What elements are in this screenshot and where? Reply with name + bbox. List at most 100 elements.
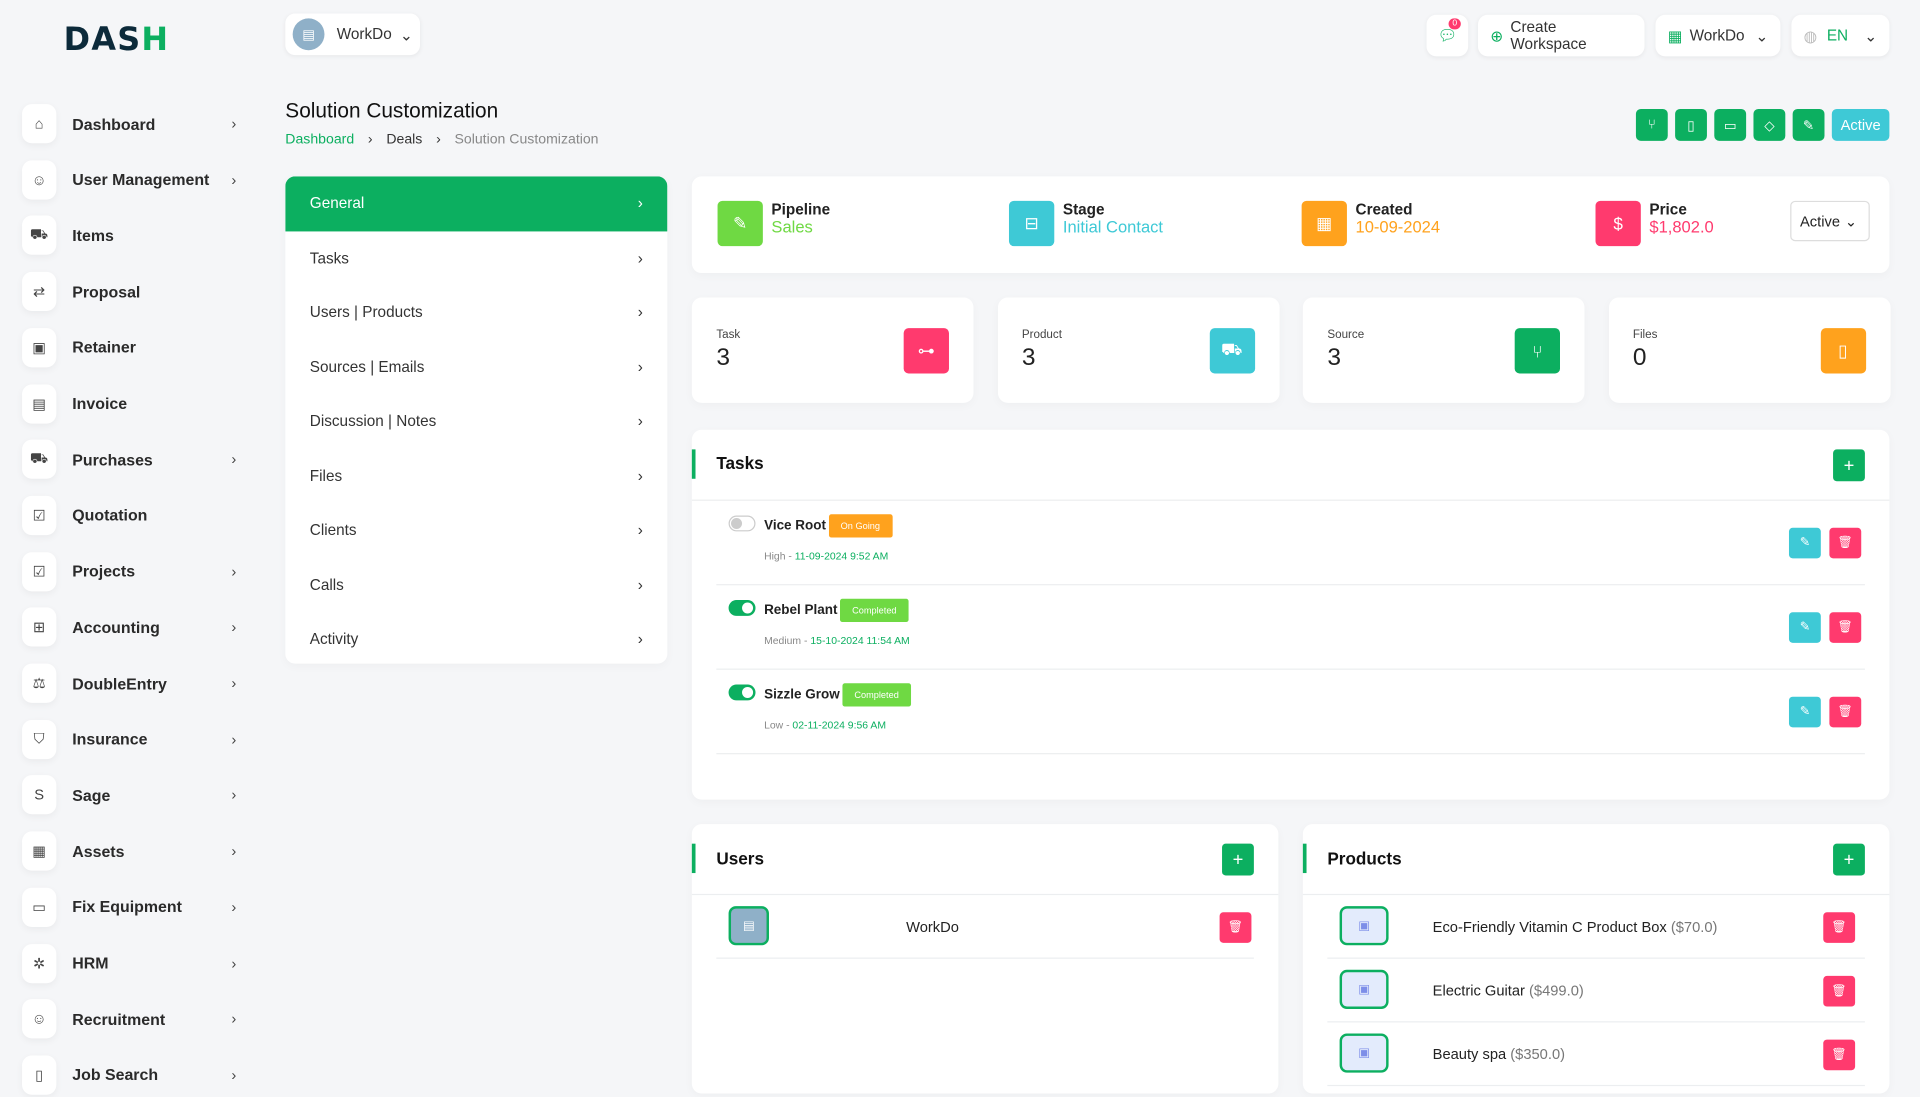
task-row: Vice Root On Going High - 11-09-2024 9:52…	[716, 501, 1865, 586]
video-icon[interactable]: ▭	[1714, 108, 1747, 141]
user-menu[interactable]: ▦ WorkDo ⌄	[1655, 14, 1781, 57]
edit-icon[interactable]: ✎	[1792, 108, 1825, 141]
users-title: Users	[716, 848, 764, 869]
sidebar-item-job-search[interactable]: ▯ Job Search ›	[22, 1053, 236, 1097]
add-user-button[interactable]: +	[1222, 843, 1254, 876]
chevron-right-icon: ›	[637, 521, 643, 540]
products-title: Products	[1327, 848, 1402, 869]
notification-badge: 0	[1448, 18, 1461, 30]
menu-item-label: Activity	[309, 630, 359, 649]
stat-value: 3	[1021, 344, 1036, 372]
sources-icon[interactable]: ⑂	[1635, 108, 1668, 141]
sidebar-item-invoice[interactable]: ▤ Invoice	[22, 381, 236, 425]
language-label: EN	[1826, 26, 1849, 45]
tag-icon[interactable]: ◇	[1753, 108, 1786, 141]
sidebar-item-proposal[interactable]: ⇄ Proposal	[22, 270, 236, 314]
task-complete-toggle[interactable]	[728, 600, 756, 616]
edit-task-button[interactable]: ✎	[1788, 527, 1821, 559]
invoice-icon: ▤	[22, 383, 57, 424]
price-info: $ Price $1,802.0	[1595, 200, 1714, 247]
sidebar-item-insurance[interactable]: ⛉ Insurance ›	[22, 717, 236, 761]
sidebar-item-label: Retainer	[72, 338, 136, 357]
delete-task-button[interactable]: 🗑︎	[1829, 527, 1862, 559]
logo: DASH	[63, 22, 170, 59]
pencil-icon: ✎	[717, 200, 763, 247]
menu-item-tasks[interactable]: Tasks ›	[285, 231, 667, 285]
edit-task-button[interactable]: ✎	[1788, 612, 1821, 643]
workspace-switcher[interactable]: ▤ WorkDo ⌄	[285, 13, 421, 56]
sidebar-item-label: Insurance	[72, 730, 148, 749]
chevron-right-icon: ›	[231, 1010, 237, 1028]
sidebar-item-doubleentry[interactable]: ⚖ DoubleEntry ›	[22, 661, 236, 705]
stat-value: 3	[716, 344, 730, 372]
apps-icon: ▦	[1667, 27, 1683, 45]
pipeline-label: Pipeline	[771, 200, 831, 218]
menu-item-label: Users | Products	[309, 303, 423, 322]
delete-product-button[interactable]: 🗑︎	[1823, 1039, 1856, 1071]
status-select[interactable]: Active ⌄	[1790, 200, 1870, 242]
menu-item-sources-emails[interactable]: Sources | Emails ›	[285, 340, 667, 394]
menu-item-activity[interactable]: Activity ›	[285, 612, 667, 663]
delete-task-button[interactable]: 🗑︎	[1829, 612, 1862, 643]
menu-item-discussion-notes[interactable]: Discussion | Notes ›	[285, 394, 667, 448]
status-button[interactable]: Active	[1831, 108, 1890, 141]
sidebar-item-sage[interactable]: S Sage ›	[22, 773, 236, 817]
menu-item-calls[interactable]: Calls ›	[285, 558, 667, 612]
task-complete-toggle[interactable]	[728, 515, 756, 532]
task-status-badge: Completed	[839, 598, 909, 623]
task-complete-toggle[interactable]	[728, 684, 756, 701]
created-label: Created	[1355, 200, 1413, 218]
home-icon: ⌂	[22, 104, 57, 144]
menu-item-users-products[interactable]: Users | Products ›	[285, 285, 667, 339]
edit-task-button[interactable]: ✎	[1788, 696, 1821, 728]
task-name: Rebel Plant	[764, 602, 838, 618]
menu-item-general[interactable]: General ›	[285, 176, 668, 231]
stat-value: 0	[1632, 344, 1647, 372]
user-name: WorkDo	[906, 918, 959, 936]
sidebar-item-quotation[interactable]: ☑ Quotation	[22, 493, 236, 537]
sidebar-item-accounting[interactable]: ⊞ Accounting ›	[22, 605, 236, 649]
chevron-right-icon: ›	[637, 412, 643, 431]
delete-task-button[interactable]: 🗑︎	[1829, 696, 1862, 728]
projects-icon: ☑	[22, 551, 57, 591]
sidebar-item-recruitment[interactable]: ☺ Recruitment ›	[22, 997, 236, 1041]
stat-card-files: Files 0 ▯	[1608, 297, 1891, 403]
create-workspace-button[interactable]: ⊕ Create Workspace	[1477, 14, 1645, 57]
sidebar-item-user-management[interactable]: ☺ User Management ›	[22, 158, 236, 202]
breadcrumb-dashboard[interactable]: Dashboard	[285, 132, 355, 147]
sidebar-item-dashboard[interactable]: ⌂ Dashboard ›	[22, 102, 236, 146]
messages-button[interactable]: 💬︎ 0	[1426, 14, 1469, 57]
sidebar-item-label: Job Search	[72, 1065, 159, 1085]
chevron-right-icon: ›	[231, 730, 237, 748]
delete-product-button[interactable]: 🗑︎	[1823, 912, 1856, 943]
pipeline-value: Sales	[771, 217, 813, 237]
breadcrumb-deals[interactable]: Deals	[386, 132, 423, 147]
user-plus-icon: ☺	[22, 999, 57, 1039]
add-product-button[interactable]: +	[1833, 843, 1865, 876]
chevron-right-icon: ›	[231, 171, 237, 189]
chevron-down-icon: ⌄	[1864, 27, 1878, 45]
menu-item-clients[interactable]: Clients ›	[285, 503, 667, 557]
server-icon: ⊟	[1008, 200, 1055, 247]
sidebar-item-label: Items	[72, 226, 114, 245]
file-icon[interactable]: ▯	[1675, 108, 1707, 141]
chevron-right-icon: ›	[231, 954, 237, 972]
language-selector[interactable]: ◍ EN ⌄	[1791, 14, 1890, 57]
menu-item-files[interactable]: Files ›	[285, 449, 667, 503]
sidebar-item-hrm[interactable]: ✲ HRM ›	[22, 941, 236, 985]
add-task-button[interactable]: +	[1833, 449, 1865, 482]
sidebar-item-projects[interactable]: ☑ Projects ›	[22, 549, 236, 593]
hrm-icon: ✲	[22, 943, 57, 983]
sidebar-item-assets[interactable]: ▦ Assets ›	[22, 829, 236, 873]
delete-product-button[interactable]: 🗑︎	[1823, 975, 1856, 1007]
sidebar-item-purchases[interactable]: ⛟ Purchases ›	[22, 437, 236, 481]
workspace-avatar: ▤	[292, 18, 325, 51]
chevron-right-icon: ›	[231, 450, 237, 468]
sidebar-item-fix-equipment[interactable]: ▭ Fix Equipment ›	[22, 885, 236, 929]
quotation-icon: ☑	[22, 495, 57, 535]
task-row: Sizzle Grow Completed Low - 02-11-2024 9:…	[716, 670, 1865, 755]
sidebar-item-retainer[interactable]: ▣ Retainer	[22, 325, 236, 369]
sidebar-item-items[interactable]: ⛟ Items	[22, 214, 236, 258]
delete-user-button[interactable]: 🗑︎	[1219, 912, 1252, 943]
user-avatar: ▤	[728, 906, 769, 946]
